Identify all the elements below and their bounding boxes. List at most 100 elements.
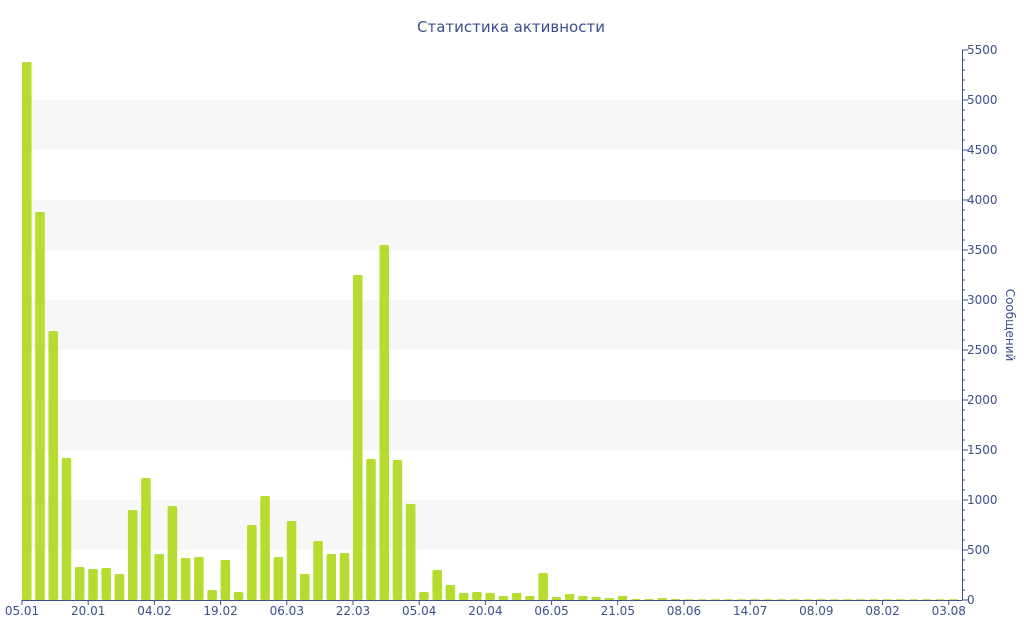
grid-band bbox=[22, 300, 962, 350]
bar bbox=[419, 592, 429, 600]
bar bbox=[644, 599, 654, 600]
x-tick-label: 03.08 bbox=[932, 604, 966, 618]
bar bbox=[498, 596, 509, 600]
bar bbox=[511, 593, 522, 600]
grid-bands bbox=[22, 100, 962, 550]
y-tick-label: 3000 bbox=[967, 293, 998, 307]
bar bbox=[313, 541, 323, 600]
bar bbox=[445, 585, 456, 600]
y-tick-label: 500 bbox=[967, 543, 990, 557]
bar bbox=[405, 504, 416, 600]
bar bbox=[909, 599, 919, 600]
y-tick-label: 3500 bbox=[967, 243, 998, 257]
bar bbox=[141, 478, 151, 600]
grid-band bbox=[22, 400, 962, 450]
bar bbox=[366, 459, 376, 600]
bar bbox=[829, 599, 840, 600]
bar bbox=[260, 496, 270, 600]
bar bbox=[551, 597, 562, 600]
x-tick-label: 14.07 bbox=[733, 604, 767, 618]
x-tick-label: 20.01 bbox=[71, 604, 105, 618]
bar bbox=[895, 599, 906, 600]
y-tick-label: 1000 bbox=[967, 493, 998, 507]
bar bbox=[670, 599, 681, 600]
bar bbox=[604, 598, 615, 600]
x-tick-label: 19.02 bbox=[203, 604, 237, 618]
bar bbox=[856, 599, 866, 600]
bar bbox=[379, 245, 389, 600]
bar bbox=[207, 590, 217, 600]
bar bbox=[789, 599, 800, 600]
x-tick-label: 08.06 bbox=[667, 604, 701, 618]
bar bbox=[22, 62, 32, 600]
bar bbox=[525, 596, 535, 600]
bar bbox=[935, 599, 946, 600]
bar bbox=[339, 553, 350, 600]
bar bbox=[697, 599, 707, 600]
bar bbox=[458, 593, 469, 600]
bar bbox=[61, 458, 72, 600]
bar bbox=[763, 599, 773, 600]
bar bbox=[247, 525, 257, 600]
x-tick-label: 05.01 bbox=[5, 604, 39, 618]
bar bbox=[154, 554, 164, 600]
bar bbox=[286, 521, 297, 600]
bar bbox=[220, 560, 231, 600]
bar bbox=[167, 506, 178, 600]
x-axis: 05.01 20.01 04.02 19.02 06.03 22.03 05.04 20.04… bbox=[5, 600, 966, 618]
y-tick-label: 4500 bbox=[967, 143, 998, 157]
y-axis-label: Сообщений bbox=[1003, 289, 1017, 362]
x-tick-label: 21.05 bbox=[601, 604, 635, 618]
bar bbox=[922, 599, 932, 600]
y-tick-label: 0 bbox=[967, 593, 975, 607]
x-tick-label: 20.04 bbox=[468, 604, 502, 618]
grid-band bbox=[22, 100, 962, 150]
bar bbox=[591, 597, 601, 600]
x-tick-label: 05.04 bbox=[402, 604, 436, 618]
x-tick-label: 08.09 bbox=[799, 604, 833, 618]
bar bbox=[300, 574, 310, 600]
bar bbox=[869, 599, 879, 600]
bar bbox=[683, 599, 694, 600]
bar bbox=[352, 275, 363, 600]
bar bbox=[233, 592, 244, 600]
y-tick-label: 2500 bbox=[967, 343, 998, 357]
bar bbox=[114, 574, 125, 600]
bar bbox=[392, 460, 403, 600]
bar bbox=[538, 573, 548, 600]
grid-band bbox=[22, 500, 962, 550]
bar bbox=[723, 599, 734, 600]
bar-series bbox=[22, 62, 959, 600]
bar bbox=[194, 557, 204, 600]
bar bbox=[74, 567, 85, 600]
bar bbox=[48, 331, 59, 600]
bar bbox=[472, 592, 482, 600]
bar bbox=[816, 599, 826, 600]
x-tick-label: 06.05 bbox=[534, 604, 568, 618]
bar bbox=[273, 557, 284, 600]
y-tick-label: 1500 bbox=[967, 443, 998, 457]
y-tick-label: 4000 bbox=[967, 193, 998, 207]
bar bbox=[842, 599, 853, 600]
bar bbox=[564, 594, 575, 600]
chart-title: Статистика активности bbox=[417, 18, 605, 36]
bar bbox=[432, 570, 442, 600]
bar bbox=[35, 212, 45, 600]
bar bbox=[485, 593, 495, 600]
bar bbox=[101, 568, 111, 600]
bar bbox=[710, 599, 720, 600]
bar bbox=[127, 510, 138, 600]
bar bbox=[750, 599, 760, 600]
bar bbox=[882, 599, 893, 600]
bar bbox=[326, 554, 337, 600]
bar bbox=[88, 569, 98, 600]
bar bbox=[657, 598, 668, 600]
bar bbox=[617, 596, 628, 600]
x-tick-label: 08.02 bbox=[865, 604, 899, 618]
bar bbox=[736, 599, 747, 600]
y-axis: 0 500 1000 1500 2000 2500 3000 3500 4000 4500 5000… bbox=[962, 43, 998, 607]
bar bbox=[180, 558, 191, 600]
bar bbox=[803, 599, 813, 600]
